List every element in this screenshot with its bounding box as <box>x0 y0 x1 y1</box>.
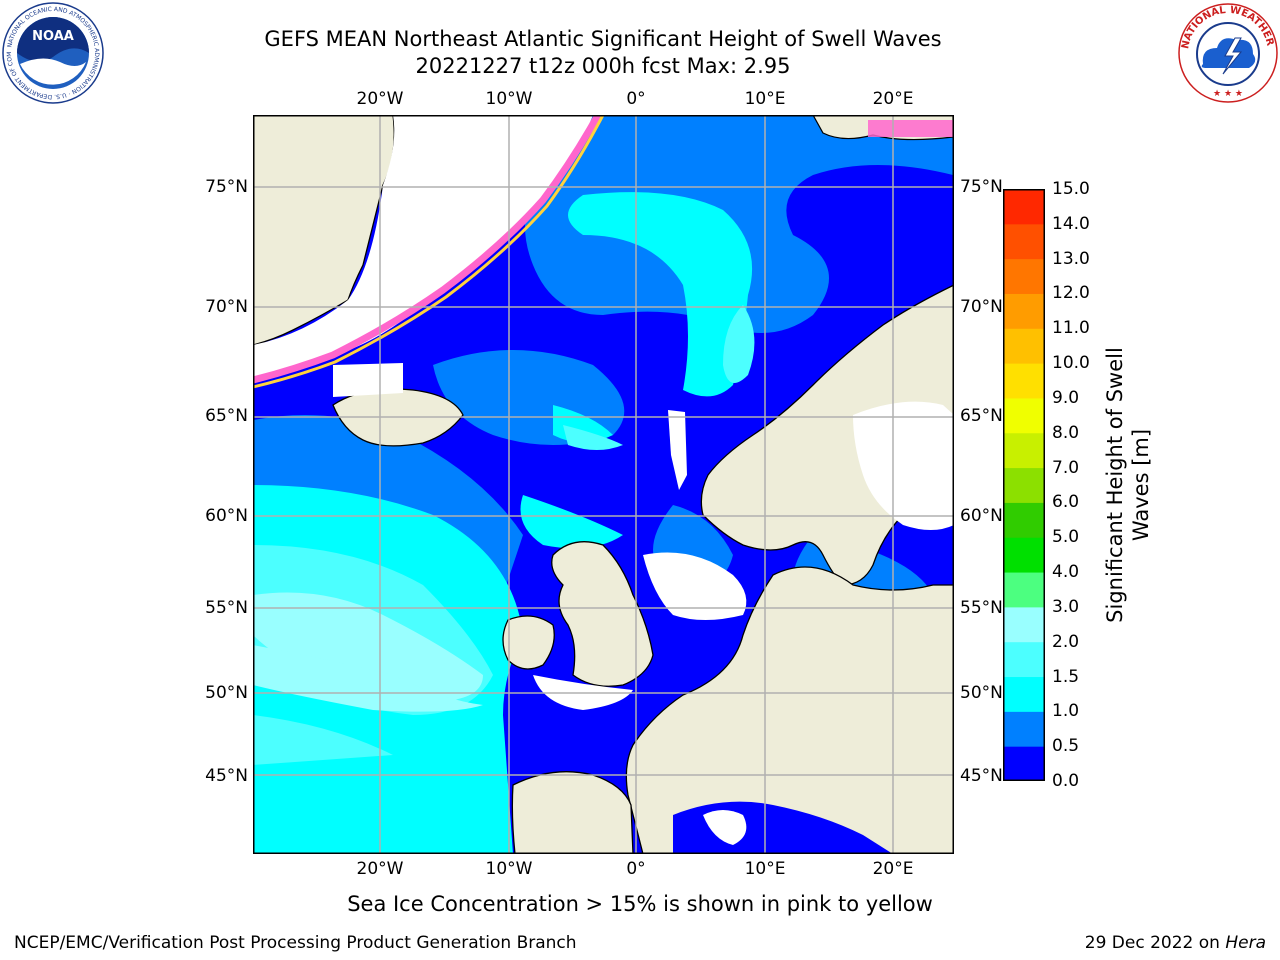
lat-tick-right: 75°N <box>960 177 1003 197</box>
lon-tick-bottom: 0° <box>626 859 646 879</box>
colorbar-tick-label: 4.0 <box>1052 562 1080 583</box>
colorbar-tick-label: 10.0 <box>1052 353 1090 374</box>
lon-tick-bottom: 10°E <box>744 859 786 879</box>
colorbar-tick-label: 2.0 <box>1052 631 1080 652</box>
colorbar-block <box>1003 397 1045 434</box>
colorbar-block <box>1003 432 1045 469</box>
colorbar-block <box>1003 711 1045 747</box>
lat-tick-left: 50°N <box>205 683 248 703</box>
lat-tick-left: 65°N <box>205 406 248 426</box>
colorbar-tick-label: 5.0 <box>1052 527 1080 548</box>
colorbar-block <box>1003 258 1045 294</box>
colorbar-tick-label: 1.0 <box>1052 701 1080 722</box>
sea-ice-note: Sea Ice Concentration > 15% is shown in … <box>347 892 933 916</box>
no-data-region-med <box>703 810 747 845</box>
credit-host: Hera <box>1225 933 1266 953</box>
lat-tick-left: 60°N <box>205 506 248 526</box>
no-data-region-baltic <box>853 401 954 530</box>
lon-tick-top: 20°E <box>872 89 914 109</box>
lat-tick-right: 55°N <box>960 598 1003 618</box>
lat-tick-right: 45°N <box>960 766 1003 786</box>
colorbar-block <box>1003 293 1045 329</box>
colorbar-block <box>1003 746 1045 781</box>
colorbar-block <box>1003 467 1045 503</box>
sea-ice-edge <box>253 115 602 384</box>
lat-tick-right: 65°N <box>960 406 1003 426</box>
forecast-subtitle: 20221227 t12z 000h fcst Max: 2.95 <box>415 54 791 78</box>
colorbar-tick-label: 1.5 <box>1052 666 1080 687</box>
colorbar-tick-label: 9.0 <box>1052 387 1080 408</box>
great-britain-land <box>551 541 654 687</box>
no-data-region-north-sea <box>643 552 747 620</box>
lat-tick-left: 70°N <box>205 297 248 317</box>
lon-tick-bottom: 20°W <box>356 859 404 879</box>
swell-height-map <box>253 115 954 854</box>
colorbar-block <box>1003 502 1045 538</box>
credit-date: 29 Dec 2022 on Hera <box>1085 933 1266 953</box>
lat-tick-left: 55°N <box>205 598 248 618</box>
lon-tick-top: 10°E <box>744 89 786 109</box>
lat-tick-left: 45°N <box>205 766 248 786</box>
lon-tick-bottom: 20°E <box>872 859 914 879</box>
colorbar-block <box>1003 676 1045 712</box>
colorbar-block <box>1003 189 1045 225</box>
colorbar-block <box>1003 641 1045 678</box>
map-frame <box>253 115 954 854</box>
iberia-land <box>511 771 634 854</box>
colorbar-tick-label: 15.0 <box>1052 179 1090 199</box>
colorbar-tick-label: 13.0 <box>1052 248 1090 269</box>
colorbar-block <box>1003 363 1045 399</box>
nws-logo-icon: NATIONAL WEATHER SERVICE ★ ★ ★ <box>1177 2 1278 103</box>
colorbar-tick-label: 0.5 <box>1052 736 1080 757</box>
noaa-logo-icon: NOAA NATIONAL OCEANIC AND ATMOSPHERIC AD… <box>2 2 104 104</box>
colorbar-tick-label: 8.0 <box>1052 422 1080 443</box>
map-gridlines <box>253 115 954 854</box>
map-title: GEFS MEAN Northeast Atlantic Significant… <box>264 27 942 51</box>
colorbar-block <box>1003 606 1045 643</box>
colorbar-tick-label: 12.0 <box>1052 283 1090 304</box>
svg-text:★ ★ ★: ★ ★ ★ <box>1213 89 1243 99</box>
credit-date-text: 29 Dec 2022 on <box>1084 933 1226 953</box>
noaa-logo-text: NOAA <box>32 29 74 44</box>
lon-tick-top: 10°W <box>485 89 533 109</box>
colorbar-block <box>1003 223 1045 260</box>
colorbar-title: Significant Height of Swell Waves [m] <box>1103 347 1153 623</box>
colorbar-block <box>1003 572 1045 608</box>
no-data-region-greenland <box>253 115 593 380</box>
colorbar-tick-label: 3.0 <box>1052 596 1080 617</box>
colorbar-tick-label: 6.0 <box>1052 492 1080 513</box>
lat-tick-right: 70°N <box>960 297 1003 317</box>
colorbar-tick-label: 14.0 <box>1052 213 1090 234</box>
lon-tick-bottom: 10°W <box>485 859 533 879</box>
lon-tick-top: 20°W <box>356 89 404 109</box>
lat-tick-right: 60°N <box>960 506 1003 526</box>
lat-tick-right: 50°N <box>960 683 1003 703</box>
colorbar-block <box>1003 328 1045 364</box>
colorbar <box>1003 189 1045 781</box>
colorbar-tick-label: 0.0 <box>1052 771 1080 791</box>
svalbard-ice <box>868 120 953 137</box>
ireland-land <box>502 615 555 670</box>
colorbar-block <box>1003 537 1045 573</box>
ocean-band-2.0-3.0 <box>253 592 483 712</box>
continental-europe-land <box>625 566 954 854</box>
colorbar-tick-label: 7.0 <box>1052 457 1080 478</box>
lon-tick-top: 0° <box>626 89 646 109</box>
no-data-region-norway-coast <box>668 410 687 490</box>
no-data-region-iceland <box>333 363 403 397</box>
colorbar-tick-label: 11.0 <box>1052 318 1090 339</box>
lat-tick-left: 75°N <box>205 177 248 197</box>
credit-organization: NCEP/EMC/Verification Post Processing Pr… <box>14 933 577 953</box>
sea-ice-edge-high <box>253 115 605 389</box>
